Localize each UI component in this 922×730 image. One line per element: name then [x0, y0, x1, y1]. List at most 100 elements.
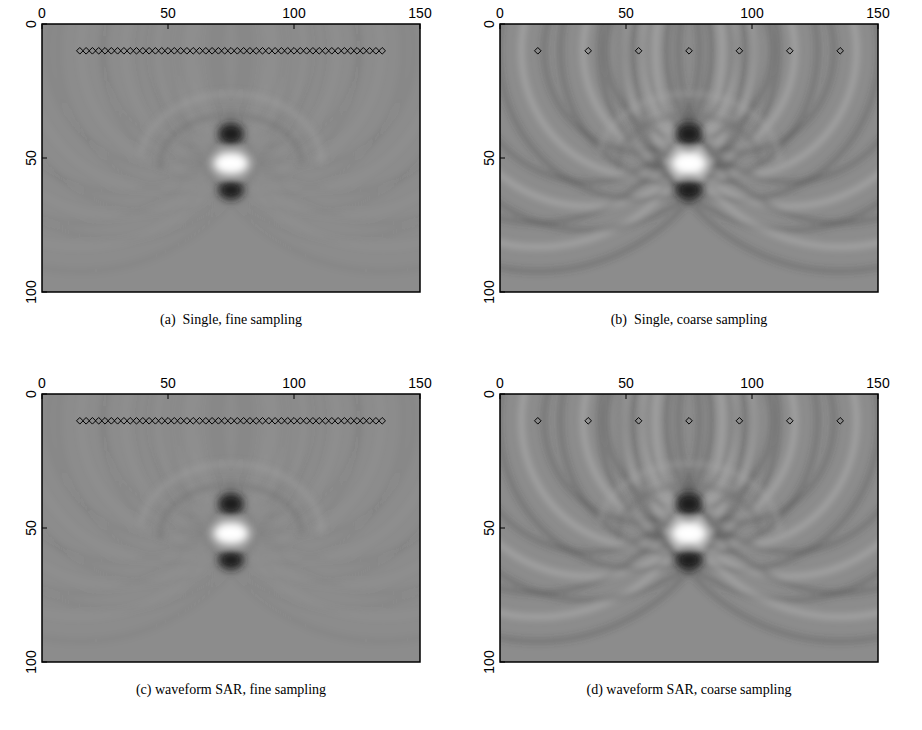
caption: (d) waveform SAR, coarse sampling: [587, 682, 792, 698]
x-tick-label: 150: [866, 5, 890, 21]
y-tick-label: 0: [481, 20, 497, 28]
y-tick-label: 100: [481, 650, 497, 674]
x-tick: [294, 394, 295, 399]
receiver: [837, 48, 844, 55]
y-tick: [42, 394, 47, 395]
artifact-arc: [656, 24, 878, 247]
x-tick-label: 50: [618, 5, 634, 21]
plot-area: [42, 394, 420, 662]
x-tick-label: 0: [496, 5, 504, 21]
artifact-arc: [177, 24, 420, 189]
x-tick-label: 100: [282, 5, 306, 21]
y-tick-label: 100: [23, 650, 39, 674]
artifact-arc: [500, 24, 722, 247]
artifact-arc: [621, 24, 878, 230]
artifact-arc: [678, 24, 878, 223]
x-tick-label: 50: [160, 375, 176, 391]
receiver: [736, 48, 743, 55]
y-tick-label: 0: [23, 20, 39, 28]
figure: 050100150050100(a) Single, fine sampling…: [0, 0, 922, 730]
x-tick: [420, 24, 421, 29]
artifact-arc: [177, 394, 420, 559]
y-tick-label: 50: [23, 150, 39, 166]
artifact-arc: [198, 394, 420, 617]
receiver: [535, 418, 542, 425]
trough: [676, 551, 701, 570]
y-tick-label: 50: [481, 520, 497, 536]
y-tick: [500, 662, 505, 663]
y-tick: [500, 528, 505, 529]
x-tick: [626, 24, 627, 29]
focus: [671, 123, 706, 199]
artifact-arc: [621, 394, 878, 600]
receiver: [837, 418, 844, 425]
x-tick-label: 50: [618, 375, 634, 391]
x-tick-label: 0: [38, 375, 46, 391]
trough: [218, 181, 243, 200]
plot-area: [500, 24, 878, 292]
background: [42, 394, 420, 662]
x-tick: [168, 24, 169, 29]
artifact-arc: [198, 24, 420, 247]
artifact-arc: [656, 394, 878, 617]
receiver: [787, 48, 794, 55]
receiver: [535, 48, 542, 55]
x-tick: [752, 24, 753, 29]
trough: [676, 181, 701, 200]
x-tick-label: 150: [866, 375, 890, 391]
artifact-arc: [666, 394, 878, 552]
focus: [213, 123, 248, 199]
artifact-arc: [220, 24, 420, 223]
y-tick: [42, 158, 47, 159]
y-tick: [500, 158, 505, 159]
tail-arc: [598, 94, 779, 233]
peak: [671, 152, 706, 175]
artifact-arc: [212, 394, 420, 562]
trough: [218, 123, 243, 144]
receiver: [686, 418, 693, 425]
y-tick-label: 0: [23, 390, 39, 398]
y-tick: [42, 662, 47, 663]
trough: [676, 123, 701, 144]
x-tick-label: 150: [408, 5, 432, 21]
artifacts: [42, 394, 420, 641]
tail-arc: [160, 115, 301, 211]
caption: (c) waveform SAR, fine sampling: [136, 682, 326, 698]
x-tick-label: 0: [38, 5, 46, 21]
x-tick: [500, 24, 501, 29]
caption: (b) Single, coarse sampling: [611, 312, 768, 328]
y-tick-label: 100: [23, 280, 39, 304]
receiver: [379, 418, 386, 425]
trough: [676, 493, 701, 514]
panel: 050100150050100(d) waveform SAR, coarse …: [331, 200, 922, 698]
tail: [140, 94, 321, 233]
tail: [140, 464, 321, 603]
x-tick: [878, 24, 879, 29]
artifact-arc: [666, 24, 878, 182]
receiver: [379, 48, 386, 55]
y-tick-label: 50: [481, 150, 497, 166]
x-tick: [420, 394, 421, 399]
tail-arc: [160, 485, 301, 581]
x-tick-label: 150: [408, 375, 432, 391]
x-tick: [878, 394, 879, 399]
x-tick-label: 100: [282, 375, 306, 391]
frame: [500, 394, 878, 662]
receiver: [736, 418, 743, 425]
x-tick: [752, 394, 753, 399]
plot-area: [42, 24, 420, 292]
x-tick-label: 0: [496, 375, 504, 391]
background: [42, 24, 420, 292]
tail-arc: [618, 115, 759, 211]
frame: [500, 24, 878, 292]
receiver: [787, 418, 794, 425]
receiver: [585, 48, 592, 55]
y-tick-label: 50: [23, 520, 39, 536]
artifacts: [42, 24, 420, 271]
receiver: [585, 418, 592, 425]
focus: [671, 493, 706, 569]
y-tick: [42, 528, 47, 529]
receiver: [686, 48, 693, 55]
tail-arc: [618, 485, 759, 581]
y-tick: [42, 24, 47, 25]
